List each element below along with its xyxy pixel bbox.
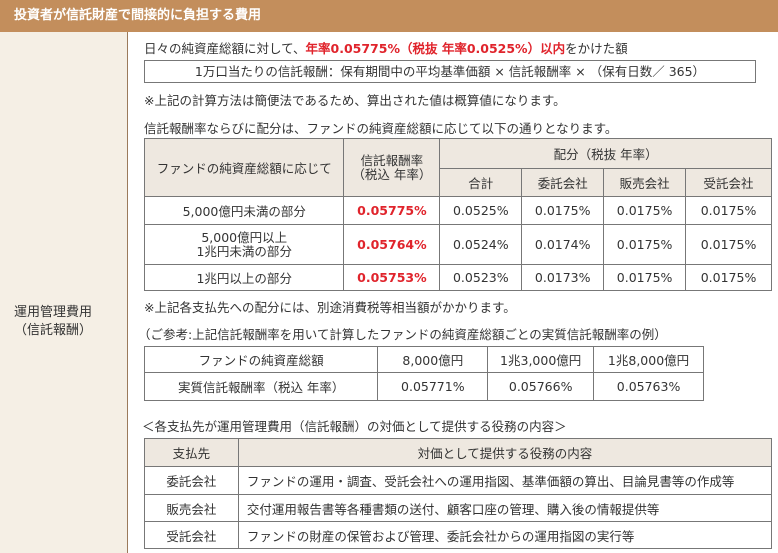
- service-header-payee: 支払先: [144, 438, 239, 467]
- fee-header-alloc: 配分（税抜 年率）: [439, 138, 772, 169]
- fee-rate: 0.05764%: [343, 224, 441, 265]
- fee-hanbai: 0.0175%: [603, 264, 687, 291]
- fee-asset-line1: 5,000億円以上: [201, 229, 288, 245]
- row-label: 運用管理費用 （信託報酬）: [14, 304, 92, 340]
- note-rates: 信託報酬率ならびに配分は、ファンドの純資産総額に応じて以下の通りとなります。: [144, 121, 618, 136]
- fee-table: ファンドの純資産総額に応じて 信託報酬率 （税込 年率） 配分（税抜 年率） 合計…: [143, 138, 772, 291]
- row-label-line2: （信託報酬）: [14, 323, 93, 338]
- service-payee: 委託会社: [144, 466, 239, 495]
- ref-header-col: 1兆3,000億円: [487, 346, 595, 373]
- table-row: 5,000億円以上 1兆円未満の部分 0.05764% 0.0524% 0.017…: [143, 224, 772, 265]
- fee-itaku: 0.0175%: [521, 196, 605, 225]
- reference-table: ファンドの純資産総額 8,000億円 1兆3,000億円 1兆8,000億円 実…: [143, 346, 704, 401]
- main-content: 日々の純資産総額に対して、年率0.05775%（税抜 年率0.0525%）以内を…: [128, 32, 778, 553]
- fee-hanbai: 0.0175%: [603, 196, 687, 225]
- fee-asset-line2: 1兆円未満の部分: [196, 243, 292, 259]
- fee-header-rate-2: （税込 年率）: [352, 166, 432, 182]
- fee-itaku: 0.0173%: [521, 264, 605, 291]
- ref-value: 0.05766%: [487, 372, 595, 401]
- reference-title: （ご参考:上記信託報酬率を用いて計算したファンドの純資産総額ごとの実質信託報酬率…: [138, 327, 667, 342]
- fee-header-rate-1: 信託報酬率: [360, 152, 424, 168]
- fee-jutaku: 0.0175%: [685, 196, 772, 225]
- note-tax: ※上記各支払先への配分には、別途消費税等相当額がかかります。: [144, 300, 516, 315]
- fee-total: 0.0523%: [439, 264, 523, 291]
- service-payee: 受託会社: [144, 521, 239, 549]
- fee-asset: 5,000億円未満の部分: [143, 196, 345, 225]
- left-column: 運用管理費用 （信託報酬）: [0, 32, 128, 553]
- fee-subheader: 販売会社: [603, 168, 687, 197]
- fee-jutaku: 0.0175%: [685, 224, 772, 265]
- fee-header-rate: 信託報酬率 （税込 年率）: [343, 138, 441, 197]
- intro-post: をかけた額: [565, 41, 628, 56]
- fee-asset: 1兆円以上の部分: [143, 264, 345, 291]
- fee-total: 0.0524%: [439, 224, 523, 265]
- service-desc: ファンドの運用・調査、受託会社への運用指図、基準価額の算出、目論見書等の作成等: [237, 466, 773, 495]
- intro-rate: 年率0.05775%（税抜 年率0.0525%）以内: [305, 41, 566, 56]
- table-row: 5,000億円未満の部分 0.05775% 0.0525% 0.0175% 0.…: [143, 196, 772, 225]
- fee-header-asset: ファンドの純資産総額に応じて: [143, 138, 345, 197]
- service-desc: ファンドの財産の保管および管理、委託会社からの運用指図の実行等: [237, 521, 773, 549]
- fee-itaku: 0.0174%: [521, 224, 605, 265]
- fee-subheader: 受託会社: [685, 168, 772, 197]
- service-payee: 販売会社: [144, 494, 239, 522]
- table-row: 実質信託報酬率（税込 年率） 0.05771% 0.05766% 0.05763…: [143, 372, 704, 401]
- fee-jutaku: 0.0175%: [685, 264, 772, 291]
- fee-rate: 0.05775%: [343, 196, 441, 225]
- table-row: ファンドの純資産総額 8,000億円 1兆3,000億円 1兆8,000億円: [143, 346, 704, 373]
- ref-value: 0.05763%: [593, 372, 704, 401]
- fee-asset: 5,000億円以上 1兆円未満の部分: [143, 224, 345, 265]
- service-title: ＜各支払先が運用管理費用（信託報酬）の対価として提供する役務の内容＞: [142, 419, 567, 434]
- fee-total: 0.0525%: [439, 196, 523, 225]
- intro-pre: 日々の純資産総額に対して、: [144, 41, 306, 56]
- fee-subheader: 合計: [439, 168, 523, 197]
- ref-value: 0.05771%: [377, 372, 489, 401]
- fee-hanbai: 0.0175%: [603, 224, 687, 265]
- service-desc: 交付運用報告書等各種書類の送付、顧客口座の管理、購入後の情報提供等: [237, 494, 773, 522]
- section-header: 投資者が信託財産で間接的に負担する費用: [0, 0, 778, 32]
- ref-header-col: 1兆8,000億円: [593, 346, 704, 373]
- row-label-line1: 運用管理費用: [14, 305, 93, 320]
- intro-text: 日々の純資産総額に対して、年率0.05775%（税抜 年率0.0525%）以内を…: [144, 38, 628, 57]
- ref-header-col: 8,000億円: [377, 346, 489, 373]
- table-row: 販売会社 交付運用報告書等各種書類の送付、顧客口座の管理、購入後の情報提供等: [144, 494, 773, 522]
- table-row: 1兆円以上の部分 0.05753% 0.0523% 0.0173% 0.0175…: [143, 264, 772, 291]
- formula-box: 1万口当たりの信託報酬：保有期間中の平均基準価額 × 信託報酬率 × （保有日数…: [144, 60, 756, 83]
- ref-row-label: 実質信託報酬率（税込 年率）: [143, 372, 379, 401]
- fee-subheader: 委託会社: [521, 168, 605, 197]
- service-table: 支払先 対価として提供する役務の内容 委託会社 ファンドの運用・調査、受託会社へ…: [144, 438, 773, 549]
- table-row: 受託会社 ファンドの財産の保管および管理、委託会社からの運用指図の実行等: [144, 521, 773, 549]
- section-title: 投資者が信託財産で間接的に負担する費用: [14, 8, 262, 23]
- note-approx: ※上記の計算方法は簡便法であるため、算出された値は概算値になります。: [144, 93, 566, 108]
- fee-rate: 0.05753%: [343, 264, 441, 291]
- table-row: 委託会社 ファンドの運用・調査、受託会社への運用指図、基準価額の算出、目論見書等…: [144, 466, 773, 495]
- service-header-desc: 対価として提供する役務の内容: [237, 438, 773, 467]
- ref-header-label: ファンドの純資産総額: [143, 346, 379, 373]
